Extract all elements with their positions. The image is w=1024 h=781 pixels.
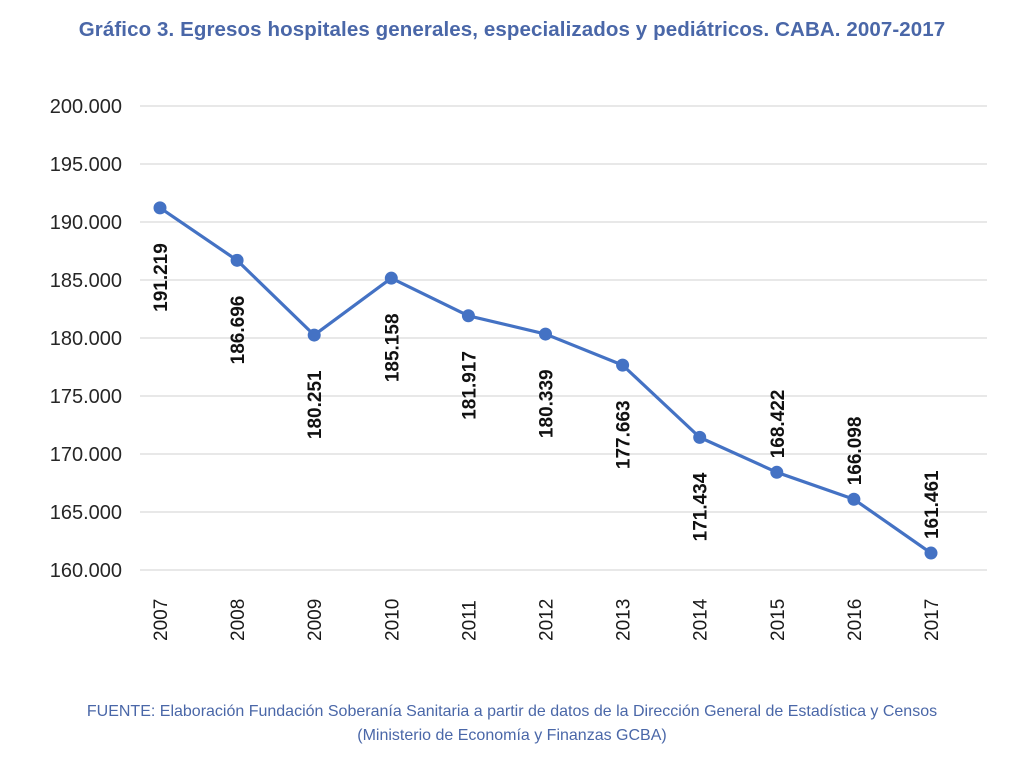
- series-egresos: [153, 201, 938, 560]
- x-tick-label: 2010: [382, 599, 403, 641]
- data-point: [153, 201, 167, 215]
- gridlines: [140, 105, 987, 571]
- y-tick-label: 200.000: [50, 96, 122, 118]
- x-tick-label: 2012: [537, 599, 558, 641]
- data-point: [230, 253, 244, 267]
- data-label: 166.098: [845, 417, 866, 486]
- data-point: [539, 327, 552, 341]
- data-label: 177.663: [614, 400, 635, 469]
- data-point: [307, 328, 321, 342]
- y-tick-label: 160.000: [50, 560, 122, 582]
- data-label: 180.251: [305, 370, 326, 439]
- x-tick-label: 2011: [459, 600, 480, 641]
- data-labels: 191.219 186.696 180.251 185.158 181.917 180.3…: [151, 243, 943, 541]
- y-tick-label: 170.000: [50, 444, 122, 466]
- x-tick-label: 2009: [305, 599, 326, 641]
- x-tick-label: 2016: [845, 599, 866, 641]
- data-point: [770, 465, 784, 479]
- data-label: 181.917: [459, 351, 480, 420]
- data-label: 168.422: [768, 390, 789, 459]
- data-label: 191.219: [151, 243, 172, 312]
- x-tick-label: 2008: [228, 599, 249, 641]
- chart-title: Gráfico 3. Egresos hospitales generales,…: [78, 18, 946, 41]
- data-point: [384, 271, 398, 285]
- data-label: 171.434: [691, 472, 712, 541]
- data-label: 180.339: [537, 369, 558, 438]
- source-line-1: FUENTE: Elaboración Fundación Soberanía …: [86, 703, 938, 720]
- data-point: [616, 358, 630, 372]
- data-point: [461, 309, 475, 323]
- x-tick-label: 2014: [691, 598, 712, 641]
- x-tick-label: 2017: [922, 599, 943, 641]
- source-line-2: (Ministerio de Economía y Finanzas GCBA): [357, 727, 667, 744]
- x-tick-label: 2013: [614, 599, 635, 641]
- y-tick-label: 195.000: [50, 154, 122, 176]
- y-tick-label: 190.000: [50, 212, 122, 234]
- y-axis-ticks: 160.000 165.000 170.000 175.000 180.000 185.0…: [50, 96, 122, 582]
- y-tick-label: 175.000: [50, 386, 122, 408]
- data-label: 161.461: [922, 470, 943, 539]
- y-tick-label: 165.000: [50, 502, 122, 524]
- data-point: [693, 430, 707, 444]
- data-label: 185.158: [382, 313, 403, 382]
- y-tick-label: 180.000: [50, 328, 122, 350]
- y-tick-label: 185.000: [50, 270, 122, 292]
- x-axis-ticks: 2007 2008 2009 2010 2011 2012 2013 2014 2015 2016…: [151, 598, 943, 641]
- data-label: 186.696: [228, 296, 249, 365]
- x-tick-label: 2007: [151, 599, 172, 641]
- x-tick-label: 2015: [768, 599, 789, 641]
- data-point: [924, 546, 938, 560]
- source-note: FUENTE: Elaboración Fundación Soberanía …: [0, 700, 1024, 748]
- data-point: [847, 492, 861, 506]
